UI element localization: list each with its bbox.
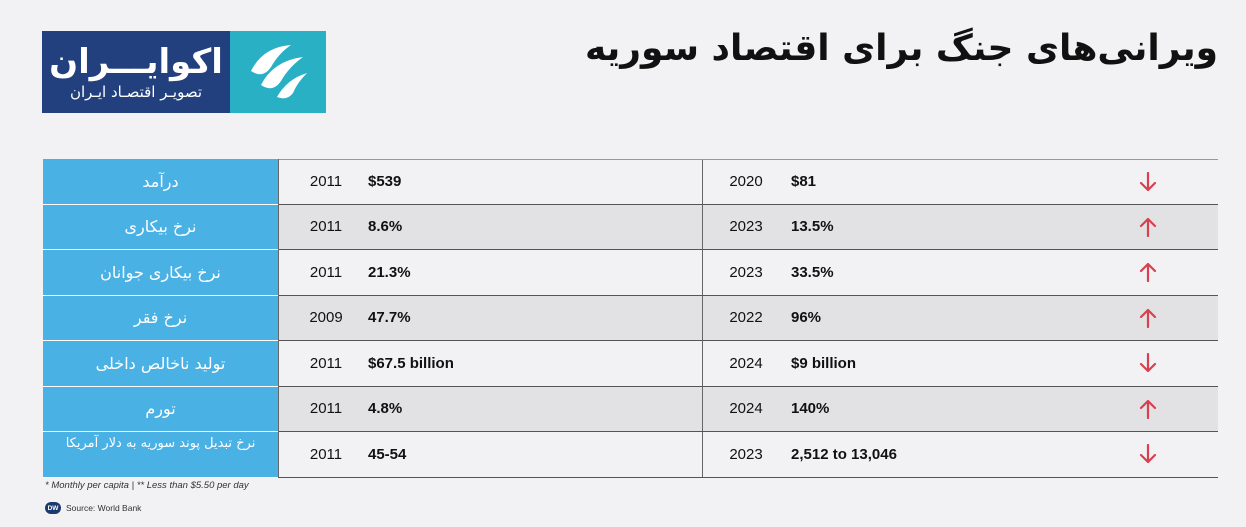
start-year: 2011 xyxy=(309,354,343,372)
table-row: نرخ فقر 2009 47.7% 2022 96% xyxy=(43,295,1218,341)
start-value: 47.7% xyxy=(368,309,411,327)
label-divider xyxy=(278,159,279,477)
logo-name: اکوایـــران xyxy=(49,42,223,82)
start-year: 2011 xyxy=(309,400,343,418)
end-value: 13.5% xyxy=(791,218,834,236)
end-value: 96% xyxy=(791,309,822,327)
page-title: ویرانی‌های جنگ برای اقتصاد سوریه xyxy=(584,28,1218,69)
arrow-down-icon xyxy=(1136,341,1160,386)
table-row: تولید ناخالص داخلی 2011 $67.5 billion 2024 $… xyxy=(43,341,1218,387)
arrow-down-icon xyxy=(1136,432,1160,477)
end-year: 2020 xyxy=(729,173,763,191)
end-year: 2024 xyxy=(729,354,763,372)
column-divider xyxy=(702,204,703,249)
end-year: 2024 xyxy=(729,400,763,418)
row-values: 2011 21.3% 2023 33.5% xyxy=(278,250,1218,296)
arrow-up-icon xyxy=(1136,296,1160,341)
column-divider xyxy=(702,341,703,386)
data-table: درآمد 2011 $539 2020 $81 نرخ بیکاری 2011 8.6% 20… xyxy=(43,159,1218,478)
row-values: 2011 45-54 2023 2,512 to 13,046 xyxy=(278,432,1218,478)
end-value: 33.5% xyxy=(791,263,834,281)
table-row: نرخ بیکاری جوانان 2011 21.3% 2023 33.5% xyxy=(43,250,1218,296)
end-year: 2023 xyxy=(729,218,763,236)
start-value: $67.5 billion xyxy=(368,354,454,372)
row-label: درآمد xyxy=(43,159,278,205)
start-value: 4.8% xyxy=(368,400,403,418)
row-label: نرخ تبدیل پوند سوریه به دلار آمریکا xyxy=(43,432,278,478)
ecoiran-logo: اکوایـــران تصویـر اقتصـاد ایـران xyxy=(42,31,326,113)
row-label: تورم xyxy=(43,386,278,432)
arrow-up-icon xyxy=(1136,387,1160,432)
row-label: نرخ بیکاری xyxy=(43,204,278,250)
footnote: * Monthly per capita | ** Less than $5.5… xyxy=(45,480,249,491)
source-text: Source: World Bank xyxy=(66,503,142,513)
end-value: $9 billion xyxy=(791,354,857,372)
table-row: تورم 2011 4.8% 2024 140% xyxy=(43,386,1218,432)
end-year: 2023 xyxy=(729,445,763,463)
source-line: DW Source: World Bank xyxy=(45,502,141,514)
logo-mark-icon xyxy=(230,31,326,113)
column-divider xyxy=(702,432,703,477)
arrow-up-icon xyxy=(1136,250,1160,295)
row-label: نرخ بیکاری جوانان xyxy=(43,250,278,296)
start-year: 2011 xyxy=(309,263,343,281)
start-year: 2009 xyxy=(309,309,343,327)
arrow-up-icon xyxy=(1136,205,1160,250)
end-year: 2022 xyxy=(729,309,763,327)
row-values: 2009 47.7% 2022 96% xyxy=(278,295,1218,341)
arrow-down-icon xyxy=(1136,160,1160,204)
end-value: $81 xyxy=(791,173,817,191)
start-value: 45-54 xyxy=(368,445,407,463)
row-label: نرخ فقر xyxy=(43,295,278,341)
row-values: 2011 4.8% 2024 140% xyxy=(278,386,1218,432)
dw-logo: DW xyxy=(45,502,61,514)
start-year: 2011 xyxy=(309,445,343,463)
table-row: نرخ تبدیل پوند سوریه به دلار آمریکا 2011 4… xyxy=(43,432,1218,478)
start-year: 2011 xyxy=(309,173,343,191)
logo-text-block: اکوایـــران تصویـر اقتصـاد ایـران xyxy=(42,31,230,113)
table-row: درآمد 2011 $539 2020 $81 xyxy=(43,159,1218,205)
column-divider xyxy=(702,295,703,340)
row-values: 2011 8.6% 2023 13.5% xyxy=(278,204,1218,250)
logo-subtitle: تصویـر اقتصـاد ایـران xyxy=(69,83,203,101)
row-label: تولید ناخالص داخلی xyxy=(43,341,278,387)
column-divider xyxy=(702,160,703,204)
end-value: 2,512 to 13,046 xyxy=(791,445,897,463)
start-value: 8.6% xyxy=(368,218,403,236)
row-values: 2011 $67.5 billion 2024 $9 billion xyxy=(278,341,1218,387)
row-values: 2011 $539 2020 $81 xyxy=(278,159,1218,205)
column-divider xyxy=(702,386,703,431)
column-divider xyxy=(702,250,703,295)
end-value: 140% xyxy=(791,400,830,418)
start-value: 21.3% xyxy=(368,263,411,281)
table-row: نرخ بیکاری 2011 8.6% 2023 13.5% xyxy=(43,204,1218,250)
end-year: 2023 xyxy=(729,263,763,281)
start-year: 2011 xyxy=(309,218,343,236)
start-value: $539 xyxy=(368,173,402,191)
